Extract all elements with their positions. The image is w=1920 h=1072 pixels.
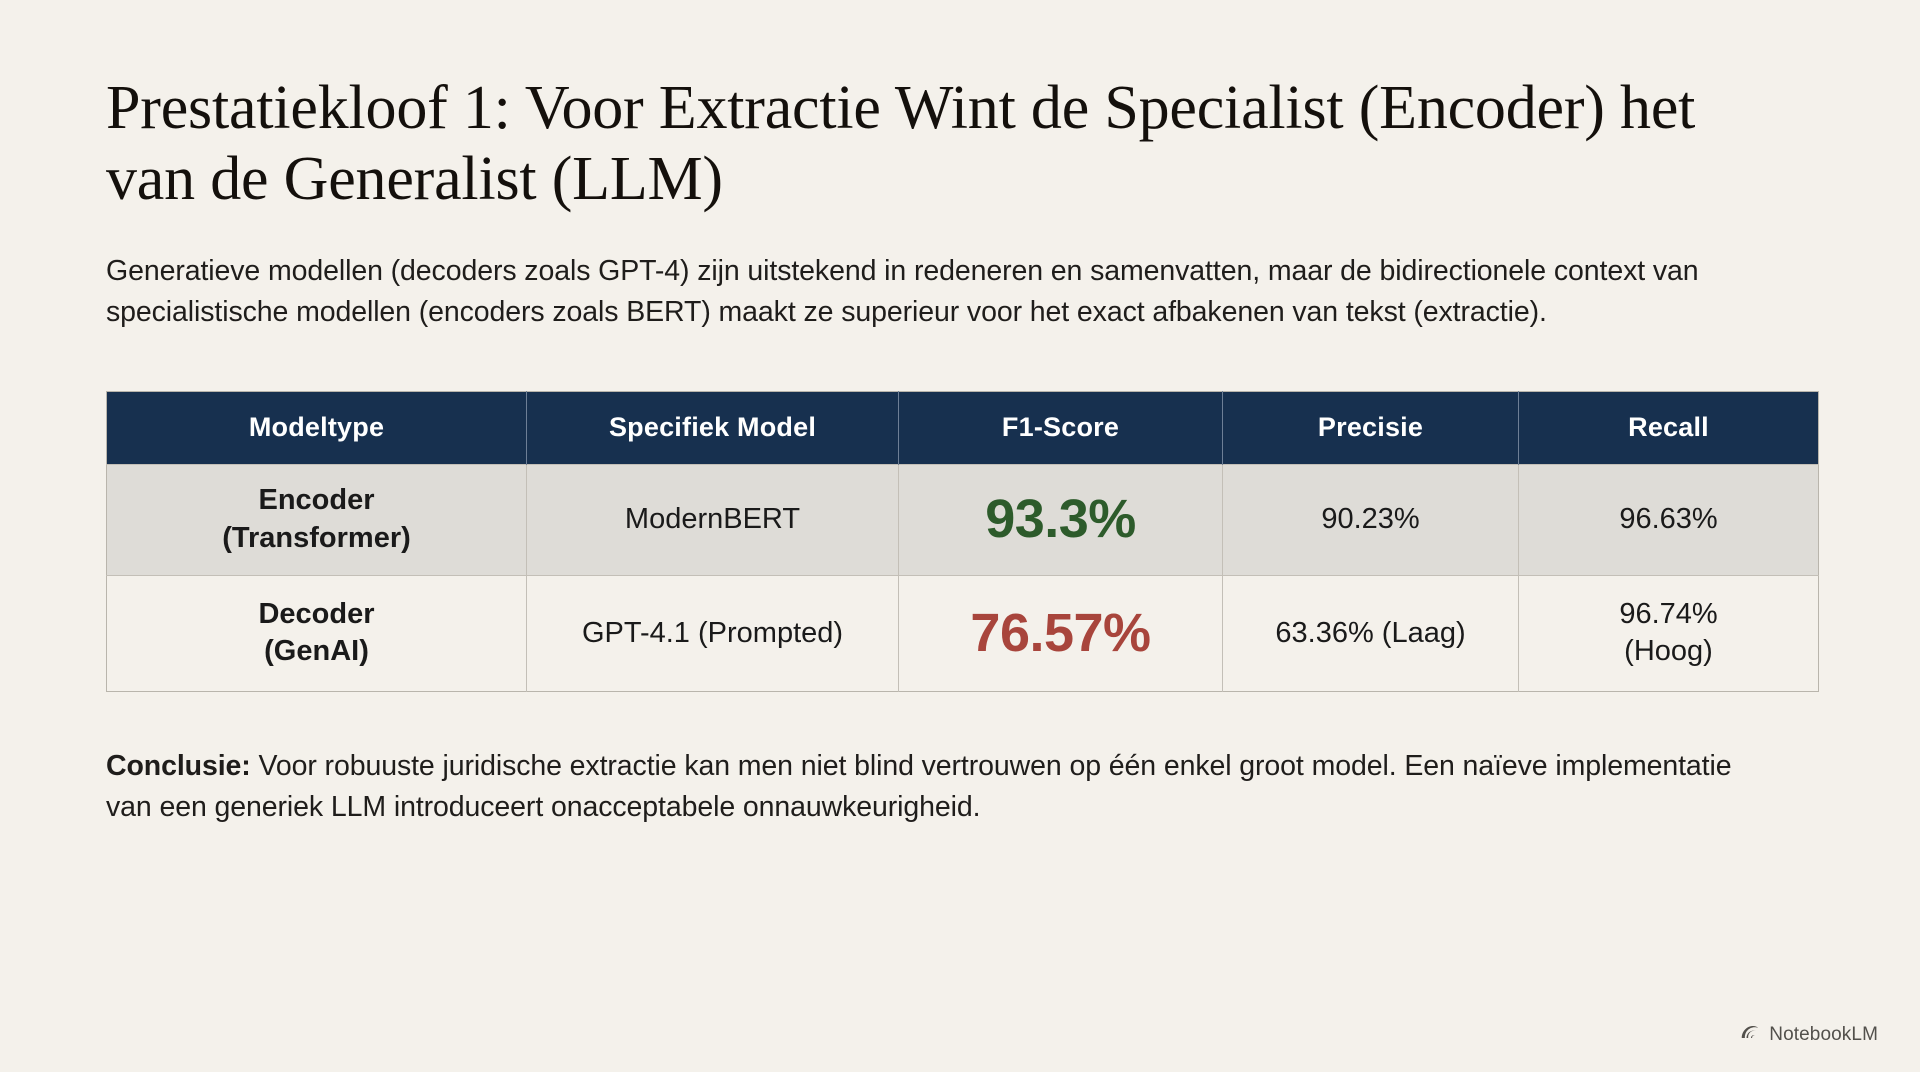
notebooklm-spiral-icon [1739, 1021, 1761, 1048]
cell-modeltype: Decoder (GenAI) [106, 574, 527, 692]
cell-recall: 96.74% (Hoog) [1518, 574, 1819, 692]
conclusion-label: Conclusie: [106, 749, 251, 782]
table-header: Modeltype Specifiek Model F1-Score Preci… [106, 391, 1819, 465]
modeltype-line-1: Encoder [258, 484, 375, 517]
f1-score-value: 93.3% [985, 489, 1136, 549]
cell-f1-score: 76.57% [898, 574, 1223, 692]
subtitle-paragraph: Generatieve modellen (decoders zoals GPT… [106, 255, 1699, 329]
modeltype-line-2: (Transformer) [222, 521, 411, 554]
cell-recall: 96.63% [1518, 463, 1819, 576]
performance-table: Modeltype Specifiek Model F1-Score Preci… [106, 390, 1819, 692]
column-header-modeltype: Modeltype [106, 391, 527, 465]
table-header-row: Modeltype Specifiek Model F1-Score Preci… [106, 391, 1819, 465]
cell-precisie: 90.23% [1222, 463, 1519, 576]
modeltype-line-1: Decoder [258, 597, 375, 630]
column-header-specifiek-model: Specifiek Model [526, 391, 899, 465]
cell-precisie: 63.36% (Laag) [1222, 574, 1519, 692]
table-row: Encoder (Transformer) ModernBERT 93.3% 9… [106, 463, 1819, 576]
modeltype-line-2: (GenAI) [264, 635, 369, 668]
recall-line-1: 96.63% [1619, 503, 1718, 535]
slide-content: Prestatiekloof 1: Voor Extractie Wint de… [106, 0, 1819, 828]
conclusion-text: Voor robuuste juridische extractie kan m… [106, 749, 1732, 823]
cell-modeltype: Encoder (Transformer) [106, 463, 527, 576]
performance-table-wrapper: Modeltype Specifiek Model F1-Score Preci… [106, 390, 1819, 692]
cell-specifiek-model: GPT-4.1 (Prompted) [526, 574, 899, 692]
table-body: Encoder (Transformer) ModernBERT 93.3% 9… [106, 463, 1819, 692]
cell-specifiek-model: ModernBERT [526, 463, 899, 576]
column-header-f1-score: F1-Score [898, 391, 1223, 465]
f1-score-value: 76.57% [970, 602, 1151, 663]
recall-line-1: 96.74% [1619, 597, 1718, 630]
cell-f1-score: 93.3% [898, 463, 1223, 576]
conclusion-paragraph: Conclusie: Voor robuuste juridische extr… [106, 692, 1746, 828]
column-header-precisie: Precisie [1222, 391, 1519, 465]
notebooklm-watermark: NotebookLM [1739, 1021, 1878, 1048]
notebooklm-label: NotebookLM [1769, 1023, 1878, 1045]
column-header-recall: Recall [1518, 391, 1819, 465]
recall-line-2: (Hoog) [1624, 635, 1713, 668]
table-row: Decoder (GenAI) GPT-4.1 (Prompted) 76.57… [106, 574, 1819, 692]
page-title: Prestatiekloof 1: Voor Extractie Wint de… [106, 74, 1696, 213]
